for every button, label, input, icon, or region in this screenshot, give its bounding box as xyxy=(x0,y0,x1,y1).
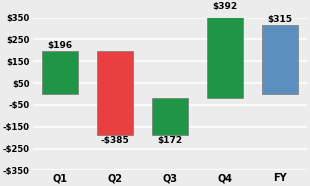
Text: $392: $392 xyxy=(212,2,237,11)
Bar xyxy=(262,25,298,94)
Text: $196: $196 xyxy=(47,41,73,50)
Bar xyxy=(97,51,133,135)
Bar xyxy=(42,51,78,94)
Text: $315: $315 xyxy=(267,15,292,25)
Bar xyxy=(207,12,243,98)
Text: $172: $172 xyxy=(157,136,183,145)
Bar xyxy=(152,98,188,135)
Text: -$385: -$385 xyxy=(100,136,129,145)
